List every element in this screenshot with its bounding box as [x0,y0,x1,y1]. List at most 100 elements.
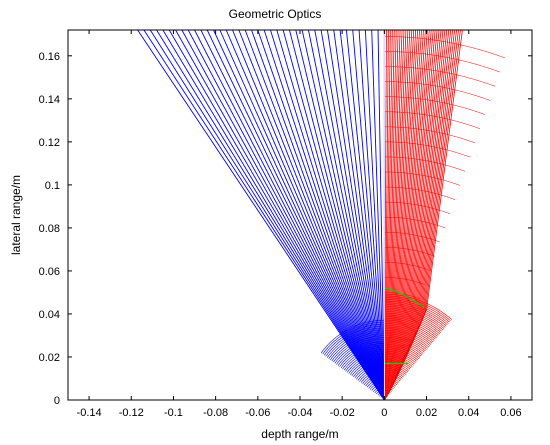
blue-arc [342,346,385,370]
blue-ray [295,30,385,400]
red-wavefront [384,231,441,243]
blue-arc [322,321,385,355]
red-arc [384,348,417,362]
red-arc [384,299,449,324]
blue-ray [257,30,385,400]
red-arc [384,330,429,348]
blue-arc [346,352,385,373]
red-arc [384,324,433,344]
blue-ray [314,30,385,400]
blue-arc [340,345,385,369]
chart-title: Geometric Optics [229,7,322,21]
blue-arc [354,362,385,379]
blue-arc [376,389,385,395]
red-arc [384,338,424,354]
red-arc [384,307,444,331]
red-wavefront [384,51,501,73]
red-arc [384,309,443,332]
x-tick-label: -0.08 [203,407,228,419]
y-tick-label: 0.12 [39,137,60,149]
red-wavefront [384,186,456,200]
red-arc [384,293,452,320]
red-arc [384,385,394,390]
red-arc [384,314,439,336]
red-arc [384,321,435,341]
red-arc [384,364,408,374]
blue-arc [336,339,385,365]
blue-arc [365,376,385,387]
red-wavefront [384,111,481,130]
blue-arc [326,327,385,358]
blue-arc [380,395,385,398]
x-tick-label: -0.02 [330,407,355,419]
blue-ray [232,30,385,400]
blue-ray [364,30,385,400]
red-arc [384,395,388,397]
x-tick-label: -0.14 [77,407,102,419]
blue-ray [270,30,385,400]
red-arc [384,373,402,380]
blue-arc [331,333,385,362]
blue-ray [225,30,385,400]
blue-arc [330,331,385,361]
red-wavefront [384,247,436,257]
blue-arc [374,387,385,394]
red-arc [384,316,438,337]
x-tick-label: 0.04 [458,407,479,419]
red-arc [384,326,432,345]
blue-arc [343,348,385,371]
blue-ray [307,30,385,400]
red-arc [384,393,389,396]
red-arc [384,345,420,360]
blue-arc [377,391,385,396]
red-arc [384,378,399,384]
red-wavefront [384,201,451,215]
x-tick-label: -0.12 [119,407,144,419]
blue-arc [371,383,385,391]
blue-ray [251,30,385,400]
blue-arc [360,370,385,383]
y-tick-label: 0.04 [39,309,60,321]
red-arc [384,311,441,333]
red-arc [384,319,436,340]
x-tick-label: -0.1 [164,407,183,419]
red-wavefront [384,141,471,158]
red-arc [384,352,415,365]
red-arc [384,328,431,346]
red-arc [384,302,447,327]
red-arc [384,305,445,329]
red-arc [384,317,437,339]
red-arc [384,312,440,335]
y-tick-label: 0.14 [39,94,60,106]
blue-ray [301,30,385,400]
red-arc [384,390,391,394]
blue-ray [175,30,385,400]
red-arc [384,367,405,377]
blue-ray [143,30,385,400]
blue-ray [168,30,385,400]
blue-arc [351,358,385,377]
blue-ray [352,30,385,400]
y-tick-label: 0 [54,395,60,407]
x-tick-label: 0 [381,407,387,419]
blue-arc [368,379,385,389]
red-arc [384,379,398,386]
green-interface-line [384,287,425,309]
red-arc [384,343,421,358]
red-wavefront [384,171,461,186]
red-arc [384,374,401,382]
y-tick-label: 0.02 [39,352,60,364]
blue-arc [353,360,385,378]
y-axis: 0 0.02 0.04 0.06 0.08 0.1 0.12 0.14 0.16 [39,51,532,407]
red-wavefront [384,81,491,101]
blue-ray [289,30,385,400]
y-axis-title: lateral range/m [9,175,23,255]
x-tick-label: 0.06 [500,407,521,419]
red-arc [384,357,412,369]
blue-ray [358,30,385,400]
blue-ray [194,30,385,400]
red-arc [384,376,400,383]
red-arc [384,323,434,342]
red-wavefront [384,156,466,172]
y-tick-label: 0.06 [39,266,60,278]
